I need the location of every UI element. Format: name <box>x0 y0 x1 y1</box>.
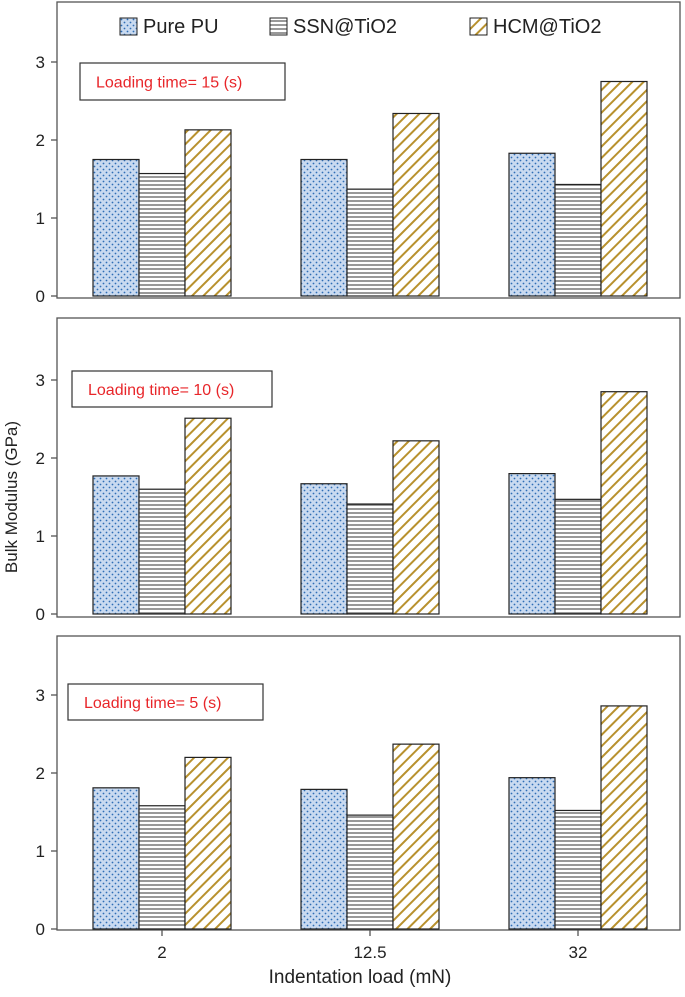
bar <box>554 498 602 615</box>
bar <box>138 172 186 297</box>
bar <box>600 705 648 930</box>
bar <box>138 805 186 930</box>
bar <box>508 777 556 930</box>
y-tick-label: 0 <box>36 605 45 624</box>
chart-panel: 0 1 2 3 Loading time= 5 (s) <box>36 635 681 939</box>
bar <box>346 188 394 297</box>
legend-label: Pure PU <box>143 16 219 38</box>
bar <box>600 391 648 615</box>
bar <box>600 80 648 297</box>
bar <box>508 473 556 615</box>
x-tick-label: 2 <box>157 943 166 962</box>
y-tick-label: 3 <box>36 686 45 705</box>
y-tick-label: 3 <box>36 53 45 72</box>
loading-time-annotation: Loading time= 15 (s) <box>96 75 242 92</box>
legend-swatch <box>469 17 488 36</box>
panel-frame <box>56 1 681 299</box>
x-tick-label: 32 <box>569 943 588 962</box>
bar <box>300 483 348 615</box>
x-tick-label: 12.5 <box>353 943 386 962</box>
bar <box>138 488 186 615</box>
y-tick-label: 1 <box>36 842 45 861</box>
bar <box>92 787 140 930</box>
bar <box>392 743 440 930</box>
panels-layer: 0 1 2 3 Loading time= 15 (s) 0 1 2 3 Loading time… <box>36 1 681 962</box>
panel-frame <box>56 635 681 931</box>
y-tick-label: 0 <box>36 287 45 306</box>
bar <box>346 814 394 930</box>
loading-time-annotation: Loading time= 5 (s) <box>84 695 221 712</box>
bar <box>92 475 140 615</box>
bar <box>346 503 394 615</box>
bar <box>508 152 556 297</box>
chart-panel: 0 1 2 3 Loading time= 15 (s) <box>36 1 681 306</box>
bar <box>184 756 232 930</box>
y-tick-label: 1 <box>36 209 45 228</box>
bar <box>300 788 348 930</box>
chart-panel: 0 1 2 3 Loading time= 10 (s) <box>36 317 681 624</box>
annotation-box <box>71 370 273 408</box>
loading-time-annotation: Loading time= 10 (s) <box>88 382 234 399</box>
bar <box>184 417 232 615</box>
legend-swatch <box>119 17 138 36</box>
legend: Pure PU SSN@TiO2 HCM@TiO2 <box>119 16 601 38</box>
y-tick-label: 2 <box>36 131 45 150</box>
bar <box>554 183 602 297</box>
bar <box>184 129 232 297</box>
y-tick-label: 1 <box>36 527 45 546</box>
legend-swatch <box>269 17 288 36</box>
y-tick-label: 3 <box>36 371 45 390</box>
y-tick-label: 0 <box>36 920 45 939</box>
bar <box>392 440 440 615</box>
bar <box>92 158 140 297</box>
panel-frame <box>56 317 681 618</box>
annotation-box <box>79 62 286 101</box>
bar <box>554 809 602 930</box>
x-axis-label: Indentation load (mN) <box>269 967 452 988</box>
y-axis-label: Bulk Modulus (GPa) <box>2 421 21 573</box>
legend-label: HCM@TiO2 <box>493 16 601 38</box>
legend-label: SSN@TiO2 <box>293 16 397 38</box>
bar <box>300 158 348 297</box>
y-tick-label: 2 <box>36 449 45 468</box>
y-tick-label: 2 <box>36 764 45 783</box>
annotation-box <box>67 683 264 721</box>
bar <box>392 112 440 297</box>
